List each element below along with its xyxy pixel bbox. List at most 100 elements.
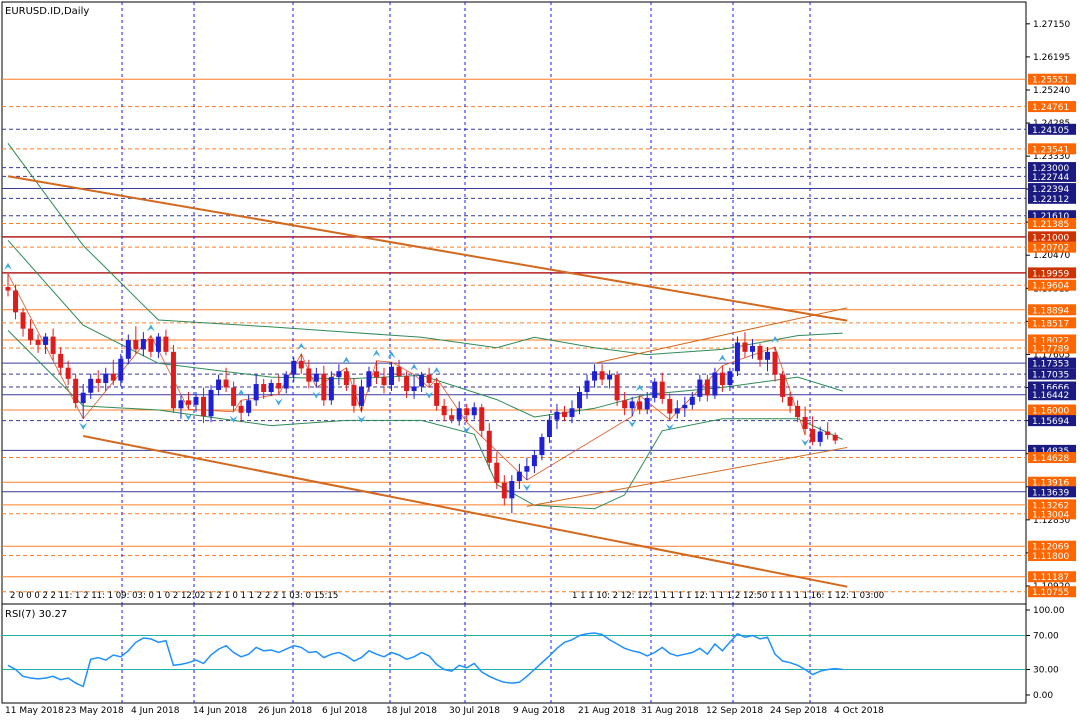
bull-candle — [268, 383, 274, 393]
fractal-down-icon — [462, 426, 471, 434]
bull-candle — [140, 339, 146, 350]
bear-candle — [238, 405, 244, 413]
bear-candle — [321, 373, 327, 401]
fractal-down-icon — [801, 438, 810, 446]
bull-candle — [313, 373, 319, 382]
fractal-up-icon — [342, 356, 351, 364]
bear-candle — [667, 398, 673, 414]
bull-candle — [674, 408, 680, 414]
price-label: 1.21610 — [1032, 212, 1069, 222]
price-label-box — [1028, 101, 1076, 113]
x-axis-label: 9 Aug 2018 — [513, 706, 565, 716]
price-label: 1.13262 — [1032, 501, 1069, 511]
bear-candle — [381, 377, 387, 386]
bear-candle — [306, 368, 312, 382]
bear-candle — [659, 381, 665, 399]
bull-candle — [419, 374, 425, 387]
bull-candle — [652, 381, 658, 398]
price-label-box — [1028, 550, 1076, 562]
y-tick-label: 1.23330 — [1033, 152, 1070, 162]
rsi-tick-label: 100.00 — [1033, 606, 1065, 616]
price-label-box — [1028, 241, 1076, 253]
bull-candle — [43, 336, 49, 345]
bull-candle — [246, 400, 252, 413]
price-label-box — [1028, 499, 1076, 511]
price-label: 1.18022 — [1032, 336, 1069, 346]
trendline — [526, 446, 848, 507]
bull-candle — [577, 392, 583, 409]
bull-candle — [817, 431, 823, 442]
bull-candle — [546, 419, 552, 438]
price-label-box — [1028, 317, 1076, 329]
price-label: 1.24761 — [1032, 103, 1069, 113]
price-label: 1.17353 — [1032, 360, 1069, 370]
bull-candle — [509, 481, 515, 499]
x-axis-label: 11 May 2018 — [5, 706, 64, 716]
trendline — [7, 175, 848, 322]
bear-candle — [58, 353, 64, 368]
fractal-down-icon — [184, 413, 193, 421]
x-axis-label: 21 Aug 2018 — [578, 706, 636, 716]
x-axis-label: 12 Sep 2018 — [706, 706, 763, 716]
price-panel: 1.271501.261951.252401.242851.233301.223… — [1, 1, 1076, 605]
bear-candle — [501, 482, 507, 499]
bull-candle — [531, 455, 537, 467]
bear-candle — [223, 379, 229, 388]
bull-candle — [554, 411, 560, 420]
price-label-box — [1028, 381, 1076, 393]
price-label-box — [1028, 123, 1076, 135]
x-axis-label: 30 Jul 2018 — [449, 706, 500, 716]
x-axis-label: 14 Jun 2018 — [193, 706, 247, 716]
bear-candle — [148, 339, 154, 352]
bear-candle — [795, 405, 801, 417]
bear-candle — [133, 340, 139, 350]
bull-candle — [291, 360, 297, 375]
fractal-up-icon — [635, 384, 644, 392]
fractal-down-icon — [312, 391, 321, 399]
fractal-up-icon — [432, 367, 441, 375]
price-label: 1.13916 — [1032, 479, 1069, 489]
y-tick-label: 1.27150 — [1033, 20, 1070, 30]
price-label-box — [1028, 571, 1076, 583]
bear-candle — [404, 376, 410, 391]
price-label-box — [1028, 368, 1076, 380]
bear-candle — [434, 383, 440, 406]
bull-candle — [644, 397, 650, 410]
price-label: 1.17789 — [1032, 345, 1069, 355]
bull-candle — [584, 380, 590, 393]
bull-candle — [607, 374, 613, 380]
bull-candle — [103, 373, 109, 384]
bear-candle — [13, 290, 19, 313]
bear-candle — [396, 366, 402, 377]
bear-candle — [704, 379, 710, 396]
fractal-down-icon — [522, 483, 531, 491]
x-axis-label: 4 Jun 2018 — [131, 706, 180, 716]
price-label-box — [1028, 444, 1076, 456]
bear-candle — [28, 328, 34, 341]
rsi-panel: 100.00 70.00 30.00 0.00 — [1, 603, 1065, 704]
bear-candle — [170, 351, 176, 409]
bear-candle — [757, 345, 763, 360]
price-label: 1.22394 — [1032, 185, 1069, 195]
price-label: 1.17035 — [1032, 371, 1069, 381]
bull-candle — [125, 340, 131, 359]
bull-candle — [629, 401, 635, 409]
price-label: 1.16666 — [1032, 383, 1069, 393]
price-label-box — [1028, 218, 1076, 230]
bull-candle — [216, 379, 222, 390]
rsi-label: RSI(7) 30.27 — [5, 609, 67, 620]
bear-candle — [261, 384, 267, 393]
fractal-down-icon — [665, 423, 674, 431]
fractal-up-icon — [771, 335, 780, 343]
price-label: 1.13004 — [1032, 510, 1069, 520]
x-axis-label: 26 Jun 2018 — [258, 706, 312, 716]
bull-candle — [155, 336, 161, 352]
bull-candle — [727, 371, 733, 386]
bear-candle — [599, 371, 605, 380]
bull-candle — [389, 366, 395, 386]
price-label-box — [1028, 540, 1076, 552]
price-label: 1.10755 — [1032, 588, 1069, 598]
x-axis-label: 18 Jul 2018 — [386, 706, 437, 716]
